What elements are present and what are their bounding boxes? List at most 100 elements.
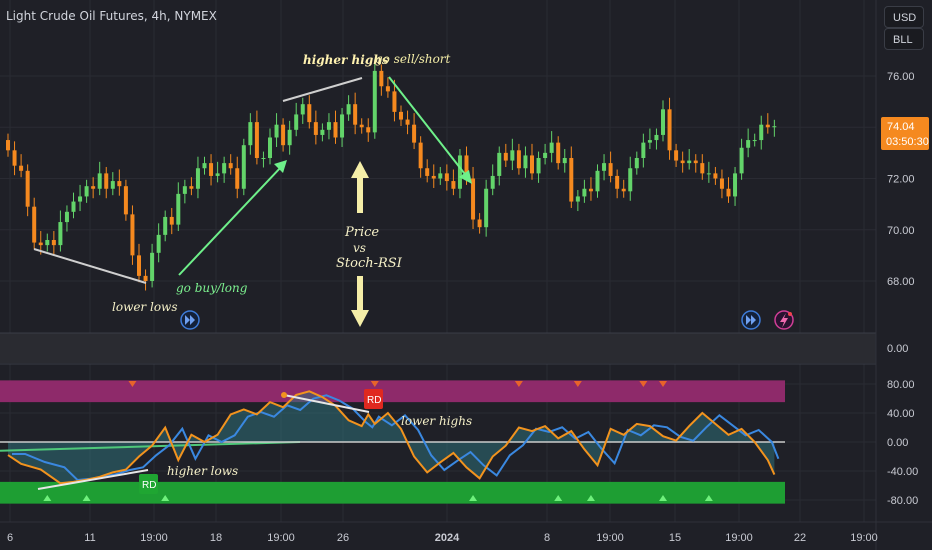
candle-body <box>543 152 548 158</box>
candle-body <box>608 163 613 176</box>
chart-title: Light Crude Oil Futures, 4h, NYMEX <box>6 9 217 23</box>
candle-body <box>32 206 37 243</box>
candle-body <box>497 152 502 176</box>
unit-selector[interactable]: BLL <box>884 28 924 50</box>
candle-body <box>45 240 50 246</box>
go-sell-label: go sell/short <box>375 52 451 66</box>
time-tick-label: 18 <box>210 532 222 544</box>
rd-badge-bottom[interactable] <box>139 474 158 494</box>
candle-body <box>654 134 659 141</box>
candle-body <box>123 186 128 215</box>
up-arrow-icon <box>351 161 369 213</box>
buy-signal-arrow <box>82 495 91 501</box>
candle-body <box>64 211 69 223</box>
osc-tick-label: -40.00 <box>887 466 918 478</box>
candle-body <box>268 137 272 158</box>
osc-lower-highs-dot <box>281 392 287 398</box>
candle-body <box>641 142 646 158</box>
candle-body <box>516 150 521 169</box>
candle-body <box>582 188 587 197</box>
candle-body <box>19 165 24 171</box>
candle-body <box>97 173 102 189</box>
sell-signal-arrow <box>639 381 648 387</box>
time-tick-label: 19:00 <box>596 532 624 544</box>
fast-forward-icon[interactable] <box>180 310 200 330</box>
price-lower-lows-line <box>33 248 147 284</box>
candle-body <box>674 150 679 161</box>
candle-body <box>680 160 685 164</box>
overbought-zone <box>0 380 785 403</box>
candle-body <box>726 188 731 197</box>
rd-badge-top[interactable] <box>364 389 383 409</box>
current-price-tag[interactable] <box>881 117 929 150</box>
candle-body <box>366 127 371 133</box>
stoch-k-line <box>7 390 776 485</box>
candle-body <box>719 178 724 189</box>
sell-signal-arrow <box>573 381 582 387</box>
candle-body <box>143 275 148 281</box>
candle-body <box>405 119 410 125</box>
candle-body <box>464 155 469 179</box>
pane-separator <box>0 333 876 363</box>
candle-body <box>326 122 331 130</box>
divergence-lines <box>33 76 472 490</box>
sell-signal-arrow <box>514 381 523 387</box>
candle-body <box>6 140 10 151</box>
stoch-area-fill <box>8 391 775 484</box>
candle-body <box>137 255 141 276</box>
osc-tick-label: -80.00 <box>887 495 918 507</box>
stoch-d-line <box>12 394 780 482</box>
sell-signal-arrow <box>370 381 379 387</box>
candle-body <box>399 111 403 120</box>
candle-body <box>471 178 476 220</box>
price-tick-label: 76.00 <box>887 71 915 83</box>
candle-body <box>38 242 43 246</box>
time-tick-label: 8 <box>544 532 550 544</box>
candle-body <box>634 158 639 169</box>
higher-lows-label: higher lows <box>167 464 239 478</box>
candle-body <box>346 104 351 115</box>
buy-signal-arrow <box>554 495 563 501</box>
price-tick-label: 68.00 <box>887 276 915 288</box>
candle-body <box>536 158 541 174</box>
time-tick-label: 19:00 <box>725 532 753 544</box>
candle-body <box>412 124 417 143</box>
candle-body <box>530 155 534 174</box>
time-tick-label: 15 <box>669 532 681 544</box>
time-tick-label: 6 <box>7 532 13 544</box>
currency-selector[interactable]: USD <box>884 6 924 28</box>
time-tick-label: 19:00 <box>850 532 878 544</box>
center-label-stoch-rsi: Stoch-RSI <box>336 256 402 271</box>
candle-body <box>588 188 593 192</box>
candle-body <box>746 140 751 148</box>
price-higher-highs-line <box>282 77 363 102</box>
rd-badge-bottom-text: RD <box>142 480 156 491</box>
candle-body <box>235 168 240 189</box>
candle-body <box>706 173 711 175</box>
candle-body <box>503 152 508 161</box>
time-tick-label: 11 <box>84 532 95 544</box>
candle-body <box>562 158 567 164</box>
candle-body <box>228 163 233 169</box>
candle-body <box>549 142 554 153</box>
candle-body <box>484 188 489 228</box>
candle-body <box>772 126 777 128</box>
candle-body <box>281 124 286 146</box>
current-price-countdown: 03:50:30 <box>886 136 929 148</box>
candle-body <box>621 188 626 192</box>
lightning-icon[interactable] <box>774 310 794 330</box>
buy-signal-arrow <box>161 495 170 501</box>
buy-signal-arrow <box>43 495 52 501</box>
down-arrow-icon <box>351 276 369 327</box>
time-tick-label: 19:00 <box>140 532 168 544</box>
candle-body <box>313 122 318 135</box>
candle-body <box>700 163 705 174</box>
fast-forward-icon[interactable] <box>741 310 761 330</box>
candle-body <box>477 219 482 228</box>
candle-body <box>615 175 620 189</box>
center-label-vs: vs <box>353 241 366 255</box>
candle-body <box>12 150 17 166</box>
buy-signal-arrow <box>704 495 713 501</box>
time-tick-label: 2024 <box>435 532 460 544</box>
